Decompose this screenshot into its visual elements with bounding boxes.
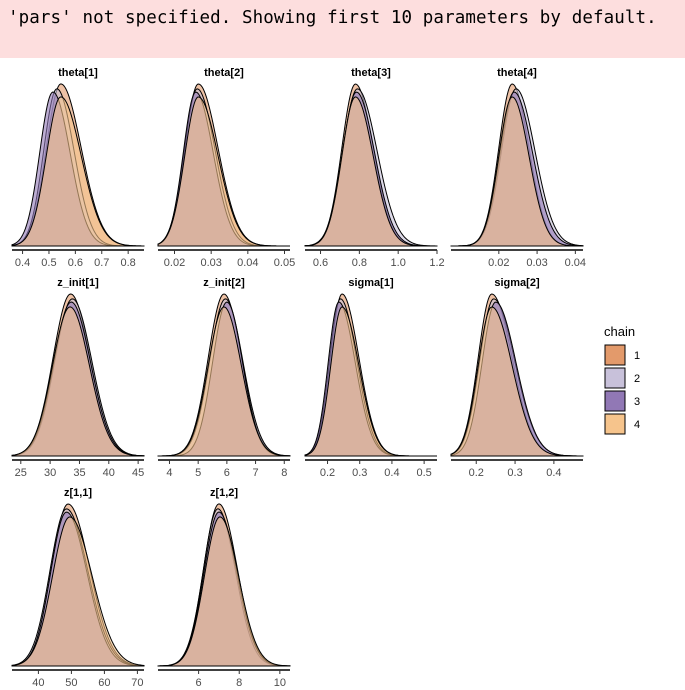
x-tick-label: 0.4	[546, 467, 561, 479]
warning-message: 'pars' not specified. Showing first 10 p…	[8, 8, 657, 28]
x-tick-label: 0.3	[352, 467, 367, 479]
legend-label-chain-3: 3	[634, 396, 640, 408]
x-tick-label: 0.03	[526, 257, 547, 269]
x-tick-label: 0.03	[200, 257, 221, 269]
x-tick-label: 0.5	[416, 467, 431, 479]
panel-theta[4]: theta[4] 0.02 0.03 0.04	[450, 67, 586, 269]
x-tick-label: 0.02	[164, 257, 185, 269]
x-tick-label: 0.7	[94, 257, 109, 269]
x-tick-label: 5	[195, 467, 201, 479]
density-chain-4	[157, 516, 291, 667]
x-tick-label: 0.05	[274, 257, 295, 269]
panel-title: z[1,2]	[210, 487, 238, 499]
x-tick-label: 35	[73, 467, 85, 479]
legend-swatch-chain-3	[604, 390, 626, 412]
panel-title: z_init[2]	[203, 277, 245, 289]
x-tick-label: 0.4	[384, 467, 399, 479]
x-tick-label: 8	[281, 467, 287, 479]
panel-sigma[1]: sigma[1] 0.2 0.3 0.4 0.5	[304, 277, 437, 479]
density-chain-4	[450, 306, 584, 457]
x-tick-label: 1.2	[429, 257, 444, 269]
x-tick-label: 0.04	[237, 257, 258, 269]
x-tick-label: 8	[236, 677, 242, 689]
density-chain-4	[11, 516, 145, 667]
x-tick-label: 1.0	[391, 257, 406, 269]
x-tick-label: 30	[44, 467, 56, 479]
x-tick-label: 10	[274, 677, 286, 689]
legend-title: chain	[604, 324, 635, 339]
x-tick-label: 50	[65, 677, 77, 689]
legend: chain 1 2 3 4	[604, 324, 640, 435]
panel-theta[1]: theta[1] 0.4 0.5 0.6 0.7 0.8	[11, 67, 145, 269]
x-tick-label: 6	[196, 677, 202, 689]
x-tick-label: 0.6	[68, 257, 83, 269]
x-tick-label: 0.6	[313, 257, 328, 269]
density-chain-4	[11, 96, 145, 247]
x-tick-label: 6	[224, 467, 230, 479]
x-tick-label: 0.8	[121, 257, 136, 269]
x-tick-label: 0.2	[320, 467, 335, 479]
density-plot-grid: theta[1] 0.4 0.5 0.6 0.7 0.8 theta[2] 0.02 0.03 0…	[11, 67, 640, 689]
legend-swatch-chain-1	[604, 344, 626, 366]
panel-title: sigma[2]	[494, 277, 540, 289]
x-tick-label: 40	[32, 677, 44, 689]
legend-swatch-chain-2	[604, 367, 626, 389]
x-tick-label: 0.4	[15, 257, 30, 269]
density-chain-4	[304, 96, 437, 247]
panel-title: theta[2]	[204, 67, 244, 79]
panel-theta[3]: theta[3] 0.6 0.8 1.0 1.2	[304, 67, 445, 269]
x-tick-label: 0.5	[41, 257, 56, 269]
x-tick-label: 4	[166, 467, 172, 479]
legend-swatch-chain-4	[604, 413, 626, 435]
x-tick-label: 0.3	[507, 467, 522, 479]
panels-layer: theta[1] 0.4 0.5 0.6 0.7 0.8 theta[2] 0.02 0.03 0…	[11, 67, 586, 689]
x-tick-label: 7	[253, 467, 259, 479]
panel-title: theta[1]	[58, 67, 98, 79]
x-tick-label: 0.8	[352, 257, 367, 269]
density-chain-4	[304, 306, 437, 457]
panel-sigma[2]: sigma[2] 0.2 0.3 0.4	[450, 277, 584, 479]
legend-label-chain-1: 1	[634, 350, 640, 362]
legend-label-chain-4: 4	[634, 419, 640, 431]
panel-z[1,2]: z[1,2] 6 8 10	[157, 487, 291, 689]
density-chain-4	[11, 306, 145, 457]
x-tick-label: 45	[132, 467, 144, 479]
panel-title: theta[3]	[351, 67, 391, 79]
panel-z[1,1]: z[1,1] 40 50 60 70	[11, 487, 145, 689]
panel-title: theta[4]	[497, 67, 537, 79]
panel-title: z[1,1]	[64, 487, 92, 499]
density-chain-4	[157, 306, 291, 457]
panel-title: sigma[1]	[348, 277, 394, 289]
x-tick-label: 60	[98, 677, 110, 689]
legend-label-chain-2: 2	[634, 373, 640, 385]
density-chain-4	[157, 96, 290, 247]
x-tick-label: 0.2	[469, 467, 484, 479]
legend-items: 1 2 3 4	[604, 344, 640, 435]
x-tick-label: 25	[15, 467, 27, 479]
panel-theta[2]: theta[2] 0.02 0.03 0.04 0.05	[157, 67, 295, 269]
density-chain-4	[450, 96, 584, 247]
panel-z_init[1]: z_init[1] 25 30 35 40 45	[11, 277, 145, 479]
panel-title: z_init[1]	[57, 277, 99, 289]
warning-banner: 'pars' not specified. Showing first 10 p…	[0, 0, 685, 58]
panel-z_init[2]: z_init[2] 4 5 6 7 8	[157, 277, 291, 479]
x-tick-label: 0.04	[565, 257, 586, 269]
x-tick-label: 0.02	[488, 257, 509, 269]
x-tick-label: 40	[103, 467, 115, 479]
x-tick-label: 70	[131, 677, 143, 689]
